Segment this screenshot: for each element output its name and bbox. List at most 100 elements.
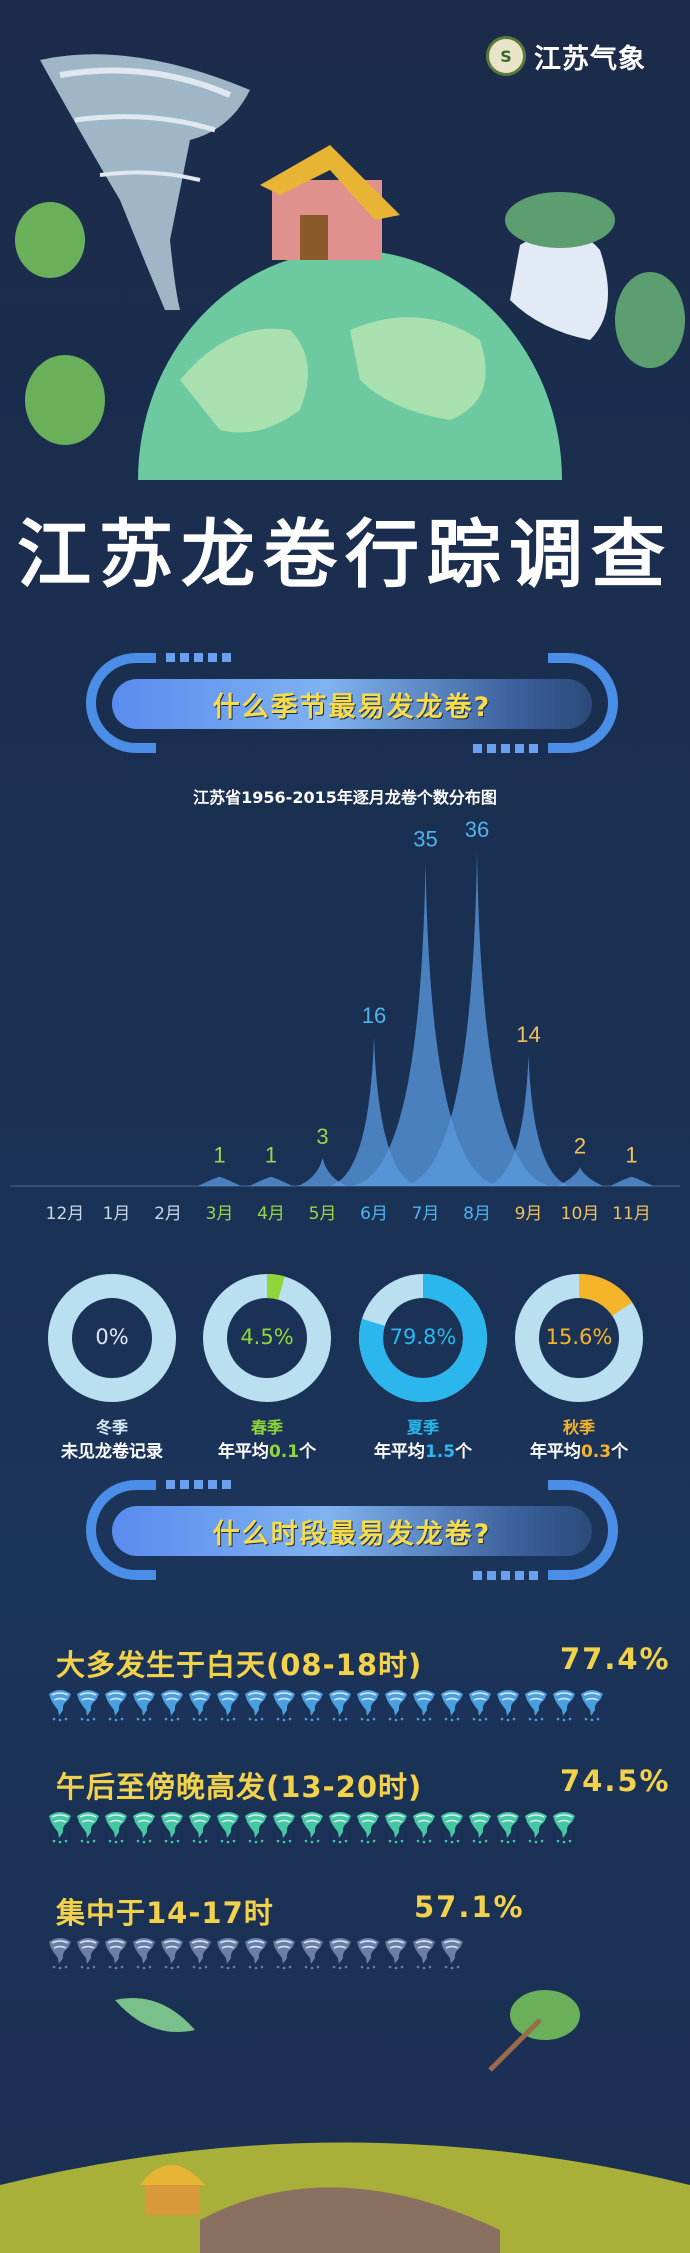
data-label: 14: [516, 1022, 540, 1047]
donut-percent: 4.5%: [240, 1325, 294, 1349]
tree-icon: [25, 355, 105, 445]
time-row-pct: 77.4%: [560, 1642, 671, 1676]
tornado-icon: [301, 1690, 323, 1722]
tornado-icon: [385, 1690, 407, 1722]
tornado-icon: [525, 1690, 547, 1722]
month-label: 5月: [308, 1204, 337, 1224]
tornado-icon: [553, 1812, 575, 1844]
data-label: 1: [625, 1143, 637, 1168]
data-label: 36: [465, 820, 489, 842]
tornado-icon: [105, 1938, 127, 1970]
tornado-icon: [217, 1938, 239, 1970]
tornado-icon: [497, 1812, 519, 1844]
tornado-icon: [77, 1938, 99, 1970]
tornado-icon: [301, 1812, 323, 1844]
peak-5月: [297, 1158, 348, 1186]
tornado-icon: [413, 1812, 435, 1844]
tornado-icon: [329, 1938, 351, 1970]
data-label: 1: [265, 1143, 277, 1168]
tree-icon: [15, 202, 85, 278]
month-label: 10月: [560, 1204, 600, 1224]
peak-4月: [249, 1176, 293, 1186]
peak-6月: [328, 1037, 420, 1186]
donut-ring: [515, 1274, 643, 1402]
logo: S 江苏气象: [486, 36, 646, 76]
tornado-icon: [245, 1690, 267, 1722]
tornado-icon: [189, 1812, 211, 1844]
peak-8月: [402, 851, 552, 1186]
peak-7月: [350, 860, 501, 1186]
tornado-icon-row: [48, 1688, 604, 1722]
data-label: 3: [316, 1124, 328, 1149]
tornado-icon: [329, 1812, 351, 1844]
tornado-icon: [357, 1938, 379, 1970]
tornado-icon: [77, 1812, 99, 1844]
donut-ring: [359, 1274, 487, 1402]
ground-illustration: [0, 1990, 690, 2253]
tornado-icon: [105, 1690, 127, 1722]
data-label: 16: [362, 1003, 386, 1028]
tornado-icon: [441, 1938, 463, 1970]
tornado-icon: [161, 1812, 183, 1844]
peak-9月: [486, 1055, 571, 1186]
month-label: 8月: [463, 1204, 491, 1224]
tornado-icon: [413, 1690, 435, 1722]
donut-1: 4.5% 春季 年平均0.1个: [200, 1271, 334, 1462]
tornado-icon: [385, 1938, 407, 1970]
tornado-icon: [273, 1690, 295, 1722]
season-name: 夏季: [406, 1418, 439, 1437]
tornado-icon: [273, 1938, 295, 1970]
tornado-icon: [553, 1690, 575, 1722]
tornado-icon: [189, 1938, 211, 1970]
season-note: 年平均0.1个: [217, 1442, 317, 1462]
tornado-icon: [49, 1690, 71, 1722]
leaf-icon: [115, 1998, 195, 2032]
tornado-icon: [441, 1690, 463, 1722]
season-note: 年平均0.3个: [529, 1442, 629, 1462]
tornado-icon: [301, 1938, 323, 1970]
tree-icon: [505, 192, 615, 248]
tornado-icon: [245, 1938, 267, 1970]
month-label: 2月: [154, 1204, 182, 1224]
section-heading: 什么时段最易发龙卷?: [212, 1518, 492, 1550]
month-label: 7月: [411, 1204, 440, 1224]
hut-icon: [140, 2165, 205, 2185]
section-banner-season: 什么季节最易发龙卷?: [86, 653, 618, 753]
season-name: 冬季: [95, 1418, 128, 1437]
tornado-icon: [581, 1690, 603, 1722]
time-row-label: 午后至傍晚高发(13-20时): [56, 1770, 423, 1804]
donut-ring: [203, 1274, 331, 1402]
monthly-tornado-chart: 1 1 3 16 35 36 14 2 1: [10, 820, 680, 1187]
season-note: 年平均1.5个: [373, 1442, 473, 1462]
month-label: 1月: [102, 1204, 131, 1224]
time-row-label: 大多发生于白天(08-18时): [56, 1648, 423, 1682]
tornado-icon: [105, 1812, 127, 1844]
data-label: 35: [413, 827, 437, 852]
donut-percent: 15.6%: [545, 1325, 613, 1349]
tree-icon: [615, 272, 685, 368]
data-label: 2: [574, 1133, 586, 1158]
cloud-icon: [510, 231, 608, 340]
month-label: 12月: [45, 1204, 85, 1224]
tornado-icon: [469, 1690, 491, 1722]
donut-percent: 79.8%: [389, 1325, 457, 1349]
peak-11月: [609, 1176, 654, 1186]
tornado-earth-illustration: [15, 54, 685, 480]
page-title: 江苏龙卷行踪调查: [17, 512, 673, 598]
tornado-icon: [49, 1938, 71, 1970]
month-label: 9月: [514, 1204, 543, 1224]
tornado-icon: [329, 1690, 351, 1722]
tornado-icon: [133, 1690, 155, 1722]
tornado-icon: [49, 1812, 71, 1844]
tornado-icon: [217, 1812, 239, 1844]
tornado-icon: [357, 1690, 379, 1722]
tornado-icon: [161, 1690, 183, 1722]
tornado-icon: [357, 1812, 379, 1844]
month-label: 11月: [612, 1204, 651, 1224]
time-row-pct: 57.1%: [414, 1890, 525, 1924]
month-label: 3月: [205, 1204, 234, 1224]
donut-percent: 0%: [95, 1325, 129, 1349]
peak-3月: [197, 1176, 242, 1186]
section-banner-time: 什么时段最易发龙卷?: [86, 1480, 618, 1580]
tornado-icon: [133, 1938, 155, 1970]
